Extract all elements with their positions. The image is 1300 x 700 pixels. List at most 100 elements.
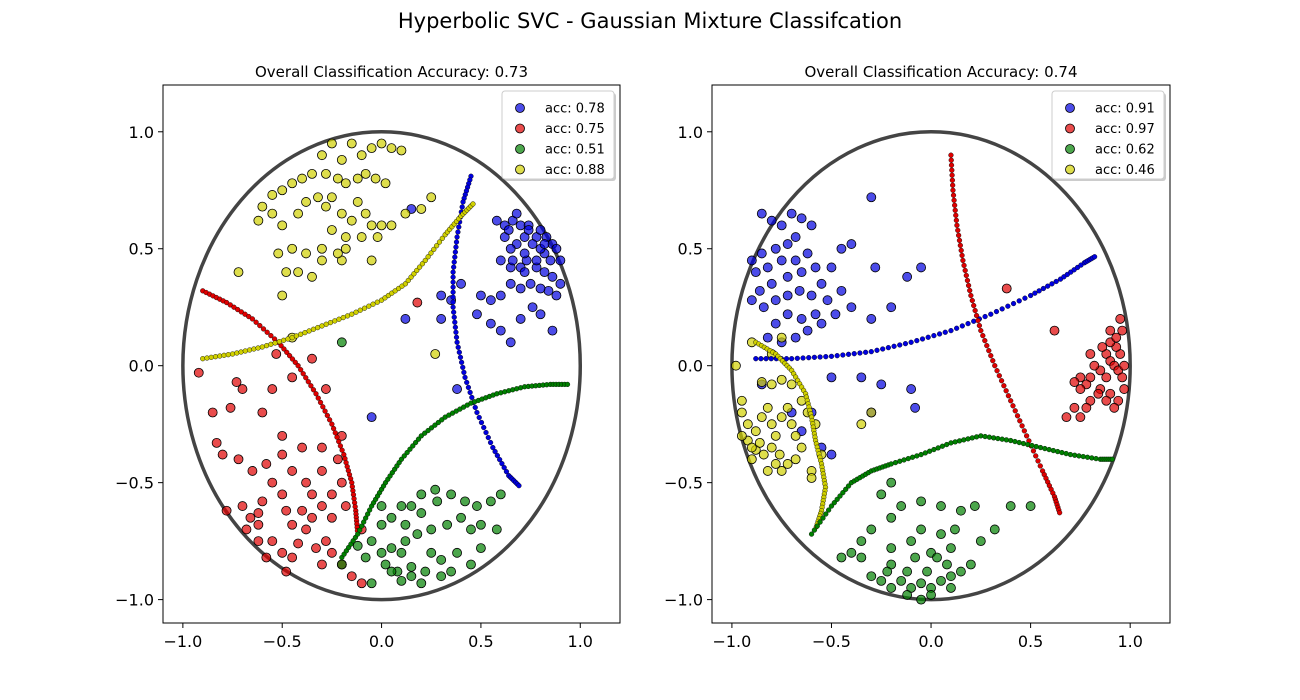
chart-0-boundary-0-point: [462, 374, 468, 380]
chart-1-boundary-1-point: [949, 177, 955, 183]
chart-1-boundary-1-point: [1017, 418, 1023, 424]
chart-0-series-3-point: [267, 208, 278, 219]
chart-0-series-2-point: [376, 547, 387, 558]
chart-1-boundary-1-point: [964, 277, 971, 284]
chart-1-series-0-point: [802, 248, 813, 259]
chart-1-series-2-point: [916, 496, 926, 507]
chart-0-series-1-point: [317, 466, 327, 476]
chart-1-series-0-point: [816, 318, 827, 329]
chart-1-boundary-3-point: [905, 455, 911, 462]
chart-0-series-1-point: [326, 489, 337, 500]
chart-1-boundary-0-point: [1053, 278, 1059, 285]
chart-1-boundary-1-point: [976, 322, 983, 329]
chart-1-boundary-0-point: [834, 353, 840, 359]
chart-1-boundary-3-point: [892, 460, 899, 466]
chart-1-series-2-point: [989, 524, 1000, 535]
chart-1-boundary-0-point: [931, 333, 937, 339]
chart-1-boundary-3-point: [973, 434, 980, 440]
chart-0-boundary-0-point: [497, 456, 503, 463]
chart-0-boundary-3-point: [428, 425, 435, 431]
chart-1-series-2-point: [916, 524, 926, 535]
chart-1-boundary-3-point: [1042, 445, 1048, 452]
chart-1-boundary-3-point: [965, 436, 971, 442]
chart-0-boundary-0-point: [452, 324, 458, 330]
chart-0-boundary-1-point: [284, 349, 290, 355]
chart-1-series-1-point: [1115, 314, 1126, 324]
chart-1-ytick-label: 1.0: [678, 123, 703, 142]
chart-0-boundary-1-point: [300, 371, 306, 377]
chart-1-series-1-point: [1101, 372, 1112, 383]
chart-1-boundary-0-point: [851, 351, 857, 357]
chart-0-boundary-1-point: [249, 316, 256, 322]
chart-1-series-0-point: [770, 295, 781, 306]
chart-0-series-3-point: [233, 267, 244, 278]
chart-1-boundary-1-point: [959, 252, 965, 259]
chart-1-series-3-point: [776, 332, 787, 343]
chart-1-boundary-1-point: [1012, 408, 1018, 414]
chart-1-series-1-point: [1101, 395, 1112, 406]
chart-0-series-3-point: [346, 215, 357, 226]
chart-0-series-0-point: [523, 225, 534, 235]
chart-1-series-1-point: [1069, 402, 1080, 413]
chart-1-series-0-point: [786, 208, 797, 219]
chart-1-boundary-1-point: [1008, 398, 1014, 404]
chart-0-series-2-point: [442, 519, 453, 530]
chart-1-boundary-1-point: [1033, 453, 1039, 459]
chart-0-boundary-1-point: [315, 395, 321, 401]
chart-0-boundary-3-point: [425, 427, 431, 434]
chart-0-series-1-point: [317, 559, 327, 570]
chart-0-series-2-point: [466, 559, 476, 570]
chart-0-series-3-point: [307, 271, 317, 282]
chart-0-series-0-point: [505, 337, 516, 348]
chart-0-series-3-point: [321, 201, 331, 212]
chart-1-series-0-point: [910, 402, 921, 413]
chart-0-series-0-point: [551, 243, 562, 254]
chart-1-boundary-1-point: [1005, 393, 1012, 399]
chart-1-series-0-point: [762, 262, 773, 273]
chart-1-series-1-point: [1075, 384, 1086, 394]
chart-0-series-0-point: [519, 267, 530, 278]
chart-1-boundary-0-point: [768, 356, 774, 362]
chart-1-boundary-0-point: [936, 331, 943, 337]
chart-1-boundary-1-point: [972, 307, 978, 314]
chart-1-boundary-3-point: [948, 440, 954, 446]
chart-0-series-2-point: [420, 566, 431, 577]
chart-0-series-2-point: [426, 524, 437, 535]
chart-0-boundary-1-point: [303, 375, 309, 381]
chart-0-series-0-point: [436, 290, 447, 301]
chart-0-boundary-3-point: [435, 419, 441, 426]
chart-0-series-2-point: [472, 501, 482, 511]
chart-1-series-2-point: [926, 590, 936, 600]
chart-0-series-0-point: [495, 325, 506, 336]
chart-0-boundary-0-point: [461, 369, 467, 375]
chart-0-series-3-point: [356, 232, 367, 242]
chart-1-series-2-point: [922, 566, 932, 577]
chart-0-series-0-point: [539, 267, 550, 278]
chart-0-boundary-1-point: [289, 356, 296, 362]
chart-1-boundary-3-point: [969, 435, 975, 441]
chart-0-series-3-point: [273, 248, 284, 259]
chart-1-boundary-1-point: [950, 182, 956, 188]
chart-1-series-0-point: [806, 290, 817, 301]
chart-1-series-0-point: [782, 239, 793, 249]
chart-1-series-0-point: [782, 290, 793, 301]
chart-1-boundary-1-point: [950, 192, 957, 198]
chart-0-series-1-point: [257, 407, 268, 418]
chart-0-boundary-2-point: [434, 243, 440, 249]
chart-0-series-1-point: [277, 430, 288, 441]
chart-0-series-1-point: [247, 466, 258, 476]
chart-0-series-1-point: [261, 459, 272, 469]
chart-0-xtick-label: −0.5: [263, 632, 302, 651]
chart-1-boundary-3-point: [1059, 449, 1065, 456]
chart-1-boundary-3-point: [1012, 438, 1018, 445]
chart-1-boundary-0-point: [982, 313, 988, 320]
chart-0-series-1-point: [267, 384, 278, 394]
chart-0-boundary-0-point: [450, 294, 456, 300]
chart-1-boundary-0-point: [868, 349, 874, 355]
chart-1-series-3-point: [766, 442, 777, 453]
chart-0-series-3-point: [376, 138, 387, 149]
chart-1-series-2-point: [876, 575, 887, 586]
chart-0-series-1-point: [356, 578, 367, 589]
chart-0-series-2-point: [400, 536, 411, 547]
chart-1-series-0-point: [770, 243, 781, 254]
